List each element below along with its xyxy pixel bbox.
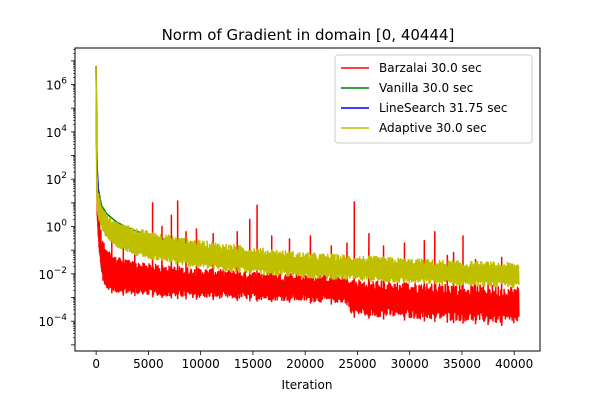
y-tick-label: 104: [46, 124, 67, 140]
y-tick-label: 10−4: [38, 313, 67, 329]
series-layer: [95, 65, 520, 327]
y-tick-label: 106: [46, 77, 67, 93]
legend-label: Adaptive 30.0 sec: [379, 121, 487, 135]
x-axis-label: Iteration: [282, 378, 333, 392]
x-tick-label: 5000: [133, 357, 164, 371]
plot-frame: [74, 47, 541, 352]
legend-label: Barzalai 30.0 sec: [379, 61, 482, 75]
legend: Barzalai 30.0 sec Vanilla 30.0 sec LineSea…: [334, 54, 533, 144]
x-tick-label: 20000: [286, 357, 324, 371]
x-tick-label: 25000: [338, 357, 376, 371]
x-tick-label: 15000: [234, 357, 272, 371]
legend-box: [334, 54, 533, 144]
legend-label: LineSearch 31.75 sec: [379, 101, 507, 115]
x-axis: 0 5000 10000 15000 20000 25000 30000 35000 40000: [92, 351, 533, 371]
chart-title: Norm of Gradient in domain [0, 40444]: [162, 26, 455, 44]
y-tick-label: 100: [46, 219, 67, 235]
y-tick-label: 102: [46, 171, 67, 187]
series-line-barzalai: [95, 66, 520, 327]
x-tick-label: 40000: [495, 357, 533, 371]
x-tick-label: 0: [92, 357, 100, 371]
y-axis: 10−4 10−2 100 102 104 106: [38, 49, 75, 346]
y-tick-label: 10−2: [38, 266, 67, 282]
legend-label: Vanilla 30.0 sec: [379, 81, 473, 95]
series-line-adaptive: [95, 66, 520, 289]
x-tick-label: 35000: [443, 357, 481, 371]
x-tick-label: 10000: [182, 357, 220, 371]
x-tick-label: 30000: [391, 357, 429, 371]
